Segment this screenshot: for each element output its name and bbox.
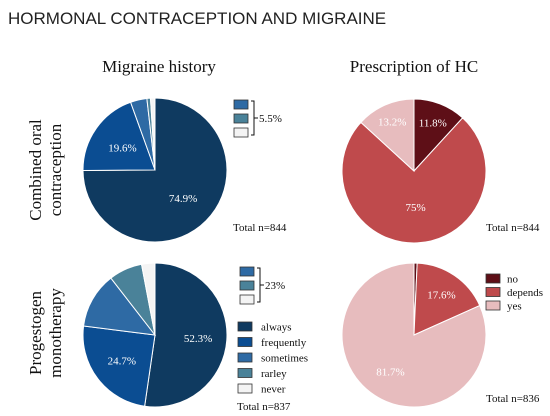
slice-label-frequently: 19.6% <box>108 142 136 154</box>
legend-swatch-sometimes <box>237 352 253 363</box>
bracket-group-1: 5.5% <box>233 99 282 138</box>
bracket-percent: 23% <box>265 280 285 292</box>
pie-3: 52.3% 24.7% <box>82 262 228 408</box>
slice-label-depends: 75% <box>406 202 426 214</box>
pie-slice-depends <box>341 117 487 244</box>
legend-swatch-frequently <box>237 337 253 347</box>
bracket-swatch-sometimes <box>233 99 249 110</box>
row-label-coc-line1: Combined oral <box>26 119 45 221</box>
pie-4: 17.6% 81.7% <box>341 262 487 408</box>
row-label-pop-line2: monotherapy <box>46 288 65 378</box>
page-title: HORMONAL CONTRACEPTION AND MIGRAINE <box>8 9 386 28</box>
total-label-pop-history: Total n=837 <box>237 401 291 413</box>
column-title-prescription: Prescription of HC <box>350 57 478 76</box>
legend-swatch-depends <box>485 287 501 297</box>
bracket-swatch-never <box>233 127 249 138</box>
bracket-line <box>251 100 258 136</box>
legend-swatch-never <box>237 383 253 394</box>
bracket-group-2: 23% <box>239 266 285 305</box>
legend-swatch-yes <box>485 300 501 311</box>
row-label-coc-line2: contraception <box>46 123 65 216</box>
legend-swatch-no <box>485 273 501 284</box>
column-title-history: Migraine history <box>102 57 216 76</box>
bracket-swatch-never <box>239 294 255 305</box>
row-label-pop-line1: Progestogen <box>26 290 45 375</box>
pie-slice-yes <box>341 262 487 408</box>
pie-slice-frequently <box>82 325 156 407</box>
legend-label-depends: depends <box>507 287 543 299</box>
legend-label-frequently: frequently <box>261 337 307 349</box>
summary-brackets: 5.5% 23% <box>233 99 285 305</box>
slice-label-yes: 13.2% <box>378 117 406 129</box>
pie-slice-never <box>140 262 156 336</box>
pie-slice-always <box>144 262 228 408</box>
pie-slice-always <box>82 97 228 243</box>
legends: always frequently sometimes rarley never node… <box>237 273 543 396</box>
slice-label-depends: 17.6% <box>427 290 455 302</box>
pie-slice-depends <box>413 262 481 336</box>
legend-label-always: always <box>261 322 292 334</box>
slice-label-frequently: 24.7% <box>108 355 136 367</box>
bracket-line <box>257 267 264 303</box>
total-label-pop-prescription: Total n=836 <box>486 393 540 405</box>
bracket-swatch-sometimes <box>239 266 255 277</box>
slice-label-yes: 81.7% <box>376 366 404 378</box>
total-label-coc-prescription: Total n=844 <box>486 222 540 234</box>
pie-charts: 74.9% 19.6% 11.8% 75% 13.2% 52.3% 24.7% 17.6% 81… <box>82 97 487 408</box>
legend-swatch-always <box>237 321 253 332</box>
total-label-coc-history: Total n=844 <box>233 222 287 234</box>
legend-label-never: never <box>261 384 286 396</box>
legend-migraine-history: always frequently sometimes rarley never <box>237 321 308 396</box>
slice-label-always: 74.9% <box>169 193 197 205</box>
pie-slice-frequently <box>82 101 156 171</box>
bracket-swatch-rarley <box>233 113 249 124</box>
pie-2: 11.8% 75% 13.2% <box>341 98 487 244</box>
bracket-percent: 5.5% <box>259 113 282 125</box>
legend-label-rarley: rarley <box>261 368 287 380</box>
legend-label-yes: yes <box>507 301 522 313</box>
pie-1: 74.9% 19.6% <box>82 97 228 243</box>
slice-label-always: 52.3% <box>184 333 212 345</box>
pie-slice-never <box>149 97 156 171</box>
slice-label-no: 11.8% <box>419 118 447 130</box>
pie-slice-yes <box>360 98 415 173</box>
legend-swatch-rarley <box>237 368 253 378</box>
legend-label-no: no <box>507 274 519 286</box>
bracket-swatch-rarley <box>239 280 255 291</box>
legend-label-sometimes: sometimes <box>261 353 308 365</box>
